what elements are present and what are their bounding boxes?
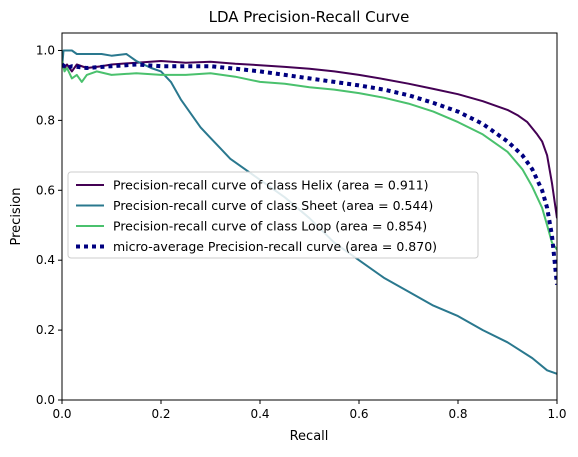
y-tick-label: 0.8 — [36, 113, 55, 127]
legend-label: Precision-recall curve of class Sheet (a… — [113, 198, 433, 213]
x-axis-label: Recall — [290, 429, 329, 444]
y-tick-label: 0.2 — [36, 323, 55, 337]
legend-label: Precision-recall curve of class Loop (ar… — [113, 219, 427, 234]
x-tick-label: 0.6 — [349, 407, 368, 421]
x-axis-ticks: 0.0 0.2 0.4 0.6 0.8 1.0 — [52, 400, 567, 421]
series-line-3 — [62, 62, 557, 285]
legend-label: Precision-recall curve of class Helix (a… — [113, 178, 429, 193]
plot-frame — [61, 32, 558, 401]
y-tick-label: 0.4 — [36, 253, 55, 267]
y-tick-label: 0.6 — [36, 183, 55, 197]
legend-box — [67, 171, 479, 259]
legend-label: micro-average Precision-recall curve (ar… — [113, 239, 437, 254]
series-line-2 — [62, 60, 557, 251]
series-line-0 — [62, 60, 557, 219]
chart-title: LDA Precision-Recall Curve — [209, 8, 410, 26]
x-tick-label: 0.8 — [448, 407, 467, 421]
x-tick-label: 1.0 — [547, 407, 566, 421]
y-tick-label: 0.0 — [36, 393, 55, 407]
x-tick-label: 0.4 — [250, 407, 269, 421]
y-tick-label: 1.0 — [36, 43, 55, 57]
series-line-1 — [62, 49, 557, 375]
y-axis-ticks: 0.0 0.2 0.4 0.6 0.8 1.0 — [36, 43, 62, 407]
series-layer — [62, 49, 557, 375]
x-tick-label: 0.0 — [52, 407, 71, 421]
legend: Precision-recall curve of class Helix (a… — [67, 171, 479, 259]
y-axis-label: Precision — [9, 187, 24, 245]
x-tick-label: 0.2 — [151, 407, 170, 421]
